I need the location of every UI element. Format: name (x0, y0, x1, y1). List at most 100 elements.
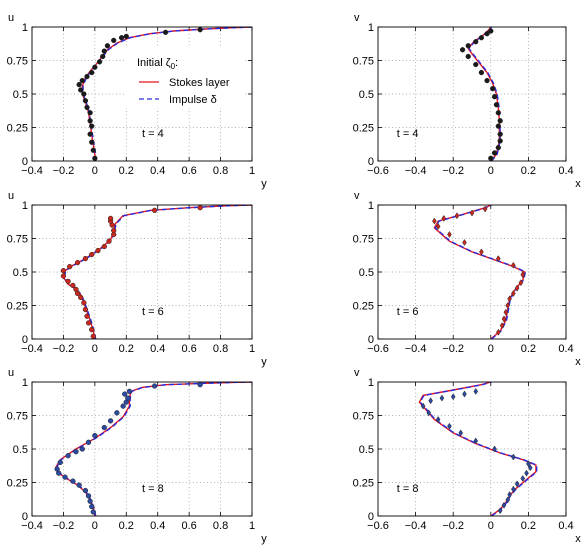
tick-label-x: −0.4 (405, 520, 427, 532)
data-marker (428, 397, 433, 405)
axis-label-x: x (575, 356, 581, 368)
data-marker (497, 131, 503, 137)
data-marker (496, 255, 501, 263)
tick-label-x: −0.4 (405, 165, 427, 177)
data-marker (524, 469, 529, 477)
tick-label-x: 0 (488, 520, 494, 532)
data-marker (479, 248, 484, 256)
data-marker (499, 322, 505, 330)
tick-label-x: 0.6 (181, 520, 196, 532)
legend: Initial ζ0: Stokes layer Impulse δ (125, 48, 245, 108)
data-marker (101, 48, 107, 54)
tick-label-x: 1 (249, 343, 255, 355)
tick-label-y: 0.5 (359, 444, 374, 456)
time-label: t = 6 (142, 306, 164, 318)
plot-area (378, 382, 566, 516)
data-marker (90, 333, 96, 339)
plot-content (418, 382, 538, 516)
data-marker (81, 300, 87, 306)
tick-label-x: 0.4 (558, 520, 573, 532)
data-marker (126, 388, 133, 395)
tick-label-y: 0 (22, 511, 28, 523)
tick-label-x: −0.2 (53, 165, 75, 177)
tick-label-x: −0.4 (405, 343, 427, 355)
data-marker (106, 238, 112, 244)
axis-label-x: x (575, 533, 581, 545)
data-marker (447, 422, 452, 430)
data-marker (107, 418, 114, 424)
data-marker (505, 496, 511, 504)
data-marker (497, 507, 503, 515)
data-marker (496, 328, 501, 336)
data-marker (473, 437, 479, 445)
tick-label-x: 0.2 (119, 343, 134, 355)
data-marker (507, 491, 512, 499)
data-marker (60, 273, 67, 279)
legend-label-stokes: Stokes layer (169, 77, 230, 89)
tick-label-y: 1 (368, 22, 374, 34)
data-marker (497, 138, 503, 144)
tick-label-x: −0.6 (367, 165, 389, 177)
data-marker (503, 308, 509, 316)
data-marker (78, 294, 84, 301)
data-marker (65, 453, 71, 459)
tick-label-y: 0.75 (7, 411, 28, 423)
time-label: t = 8 (397, 483, 419, 495)
data-marker (505, 302, 511, 309)
data-marker (488, 155, 494, 161)
data-marker (432, 217, 437, 225)
data-marker (57, 459, 63, 466)
data-marker (81, 91, 87, 97)
data-marker (465, 53, 471, 60)
data-marker (458, 429, 464, 437)
plot-frame (31, 26, 253, 162)
axis-label-y: v (354, 12, 360, 24)
data-marker (79, 446, 85, 452)
data-marker (87, 498, 93, 504)
tick-label-x: −0.4 (21, 520, 43, 532)
data-marker (92, 64, 98, 70)
tick-label-y: 0.75 (353, 411, 374, 423)
data-marker (511, 261, 516, 269)
data-marker (501, 501, 507, 509)
tick-label-x: 0 (92, 520, 98, 532)
data-marker (450, 393, 456, 401)
time-label: t = 8 (142, 483, 164, 495)
tick-label-x: 0 (92, 165, 98, 177)
tick-label-x: 0.4 (150, 343, 165, 355)
data-marker (484, 31, 490, 37)
data-marker (511, 289, 516, 297)
tick-label-y: 0 (22, 334, 28, 346)
tick-label-x: 0.8 (213, 520, 228, 532)
tick-label-y: 0 (22, 156, 28, 168)
data-marker (87, 131, 93, 137)
data-marker (501, 315, 507, 323)
data-marker (62, 474, 68, 480)
data-marker (495, 123, 501, 129)
data-marker (85, 320, 92, 326)
data-marker (492, 445, 497, 453)
data-marker (107, 215, 114, 222)
axis-label-y: u (8, 12, 14, 24)
plot-content (459, 27, 503, 161)
data-marker (92, 432, 98, 439)
tick-label-x: −0.2 (442, 520, 464, 532)
data-marker (89, 123, 95, 129)
plot-area (378, 205, 566, 339)
tick-label-x: 0.2 (119, 520, 134, 532)
data-marker (473, 387, 479, 395)
data-marker (67, 263, 73, 270)
data-marker (104, 43, 111, 49)
data-marker (120, 403, 126, 409)
plot-frame (31, 381, 253, 517)
data-marker (514, 284, 520, 292)
data-marker (84, 104, 90, 111)
tick-label-y: 0 (368, 334, 374, 346)
data-marker (85, 493, 92, 499)
data-marker (60, 268, 67, 274)
tick-label-x: 1 (249, 165, 255, 177)
plot-frame (377, 26, 567, 162)
tick-label-x: 0.6 (181, 165, 196, 177)
